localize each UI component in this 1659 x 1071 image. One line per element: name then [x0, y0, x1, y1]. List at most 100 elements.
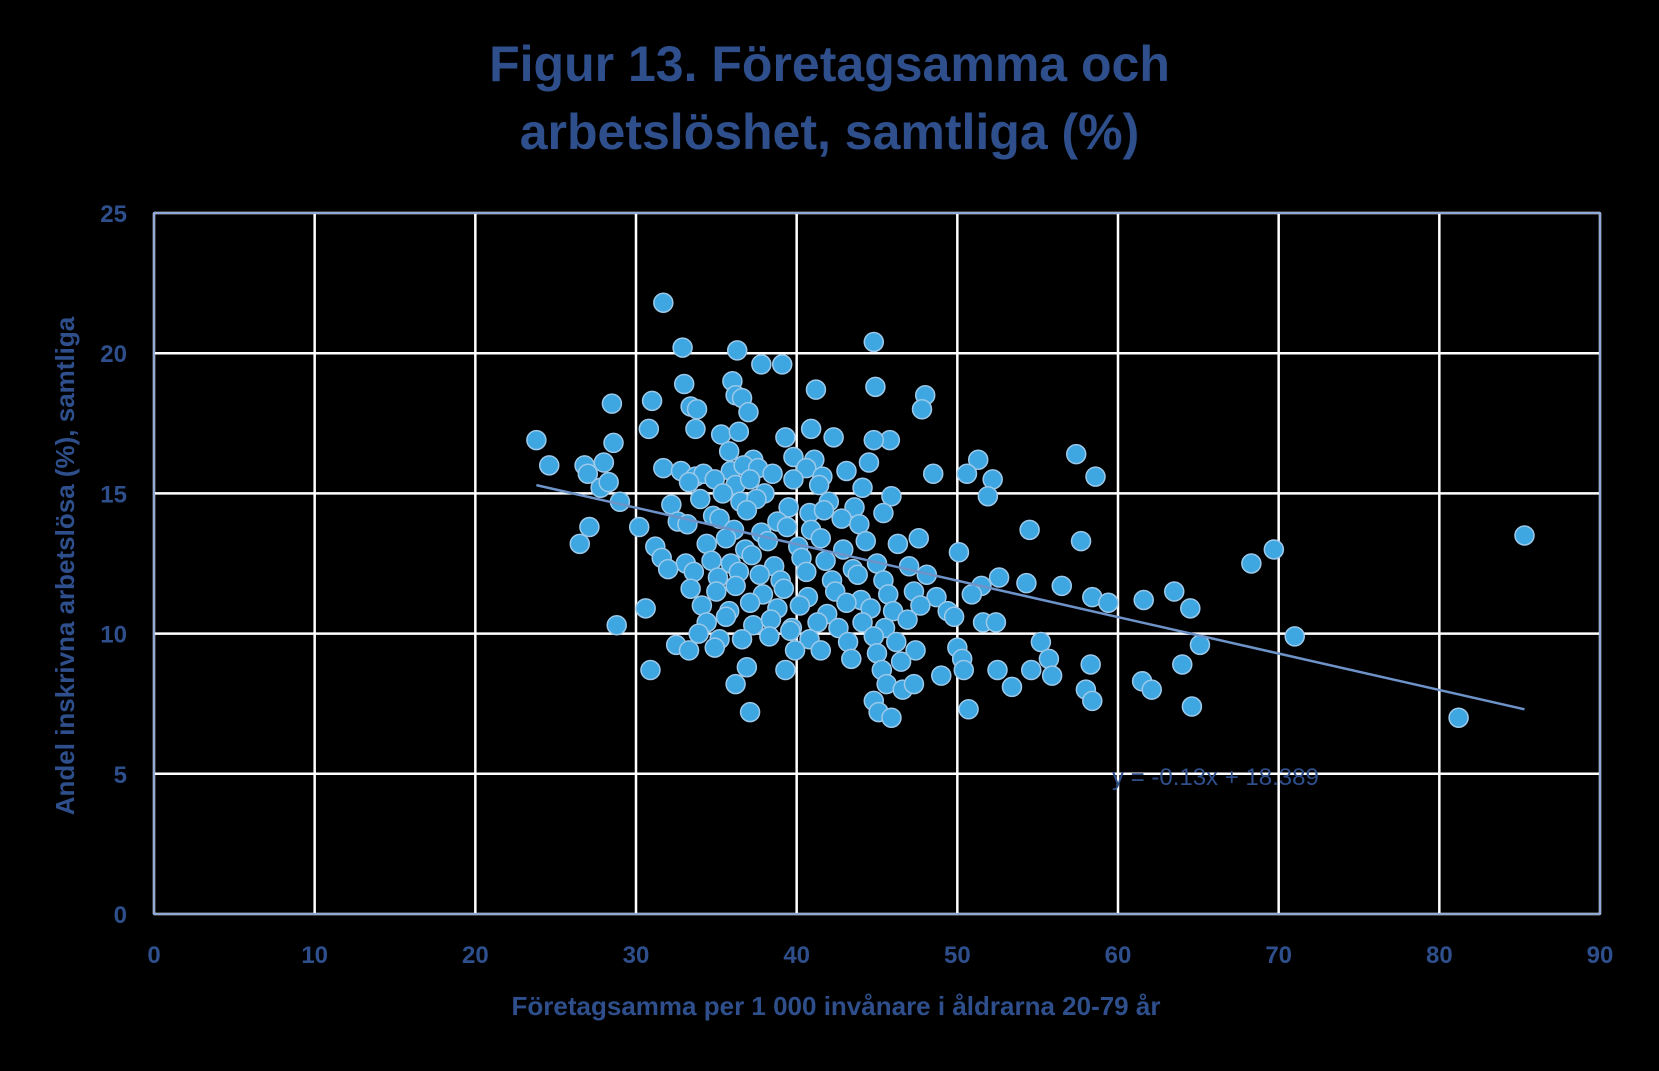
trendline-group [536, 483, 1525, 711]
data-point [836, 460, 857, 482]
data-point [1038, 648, 1060, 670]
data-point [988, 567, 1010, 588]
data-point [1041, 665, 1063, 686]
data-point [987, 659, 1008, 681]
data-point [1001, 676, 1023, 698]
data-point [1172, 654, 1193, 675]
data-point [922, 463, 944, 485]
data-point [1163, 581, 1185, 602]
data-point [1284, 626, 1305, 647]
data-point [1133, 589, 1154, 611]
data-point [579, 516, 600, 538]
data-point [773, 578, 795, 599]
data-point [726, 340, 748, 361]
data-point [526, 429, 547, 451]
data-point [948, 542, 970, 563]
data-point [736, 499, 758, 521]
y-tick-label: 15 [100, 481, 127, 508]
y-axis-title: Andel inskrivna arbetslösa (%), samtliga [50, 316, 80, 815]
y-tick-label: 5 [114, 762, 127, 789]
data-point [1082, 690, 1103, 712]
data-point [1141, 679, 1162, 700]
chart-title-line-1: Figur 13. Företagsamma och [489, 36, 1170, 92]
data-point [686, 399, 708, 420]
data-point [805, 379, 827, 400]
data-point [828, 617, 849, 639]
data-point [1181, 696, 1203, 717]
data-points [526, 292, 1535, 728]
data-point [601, 393, 623, 414]
data-point [789, 595, 811, 616]
data-point [977, 485, 999, 507]
plot-border [153, 212, 1601, 915]
data-point [865, 376, 886, 398]
data-point [847, 564, 868, 585]
data-point [678, 471, 700, 493]
data-point [706, 581, 727, 602]
data-point [1263, 539, 1285, 560]
data-point [739, 469, 761, 490]
chart-title-line-2: arbetslöshet, samtliga (%) [519, 104, 1140, 160]
data-point [640, 659, 661, 681]
x-tick-label: 60 [1105, 942, 1132, 969]
data-point [779, 620, 801, 642]
data-point [897, 609, 918, 630]
data-point [593, 452, 615, 473]
data-point [953, 659, 975, 681]
data-point [598, 471, 619, 493]
data-point [1180, 598, 1201, 619]
data-point [836, 592, 857, 614]
data-point [831, 508, 852, 529]
data-point [778, 497, 799, 518]
data-point [783, 446, 804, 468]
data-point [739, 592, 761, 614]
y-tick-label: 25 [100, 201, 127, 228]
data-point [635, 598, 656, 619]
data-point [577, 463, 599, 485]
data-point [776, 516, 798, 538]
data-point [852, 477, 873, 499]
data-point [1241, 553, 1262, 574]
data-point [760, 609, 782, 630]
y-tick-label: 0 [114, 902, 127, 929]
x-tick-label: 40 [783, 942, 810, 969]
data-point [696, 533, 717, 555]
data-point [690, 488, 711, 510]
data-point [910, 595, 931, 616]
data-point [775, 659, 796, 681]
data-point [672, 337, 693, 358]
data-point [603, 432, 624, 454]
chart-title: Figur 13. Företagsamma och arbetslöshet,… [0, 30, 1659, 166]
data-point [813, 499, 835, 521]
data-point [691, 595, 713, 616]
data-point [641, 390, 663, 412]
data-point [808, 474, 830, 496]
data-point [877, 584, 899, 605]
x-tick-label: 70 [1265, 942, 1292, 969]
data-point [628, 516, 650, 538]
data-point [739, 701, 761, 723]
data-point [905, 640, 926, 661]
data-point [873, 502, 894, 524]
x-axis-title: Företagsamma per 1 000 invånare i åldrar… [512, 991, 1161, 1021]
data-point [931, 665, 952, 686]
data-point [653, 292, 674, 313]
data-point [1080, 654, 1101, 675]
data-point [728, 421, 750, 442]
x-tick-label: 10 [301, 942, 328, 969]
data-point [796, 457, 817, 479]
data-point [943, 606, 965, 628]
trendline-equation: y = -0.13x + 18.389 [1112, 764, 1319, 791]
data-point [1514, 525, 1535, 546]
data-point [751, 354, 772, 375]
data-point [1070, 530, 1092, 552]
data-point [903, 673, 925, 695]
data-point [1085, 466, 1106, 487]
data-point [685, 418, 706, 440]
y-tick-labels: 0 5 10 15 20 25 [100, 201, 127, 929]
data-point [762, 463, 783, 485]
x-tick-label: 80 [1426, 942, 1453, 969]
data-point [715, 528, 737, 549]
data-point [796, 561, 817, 583]
